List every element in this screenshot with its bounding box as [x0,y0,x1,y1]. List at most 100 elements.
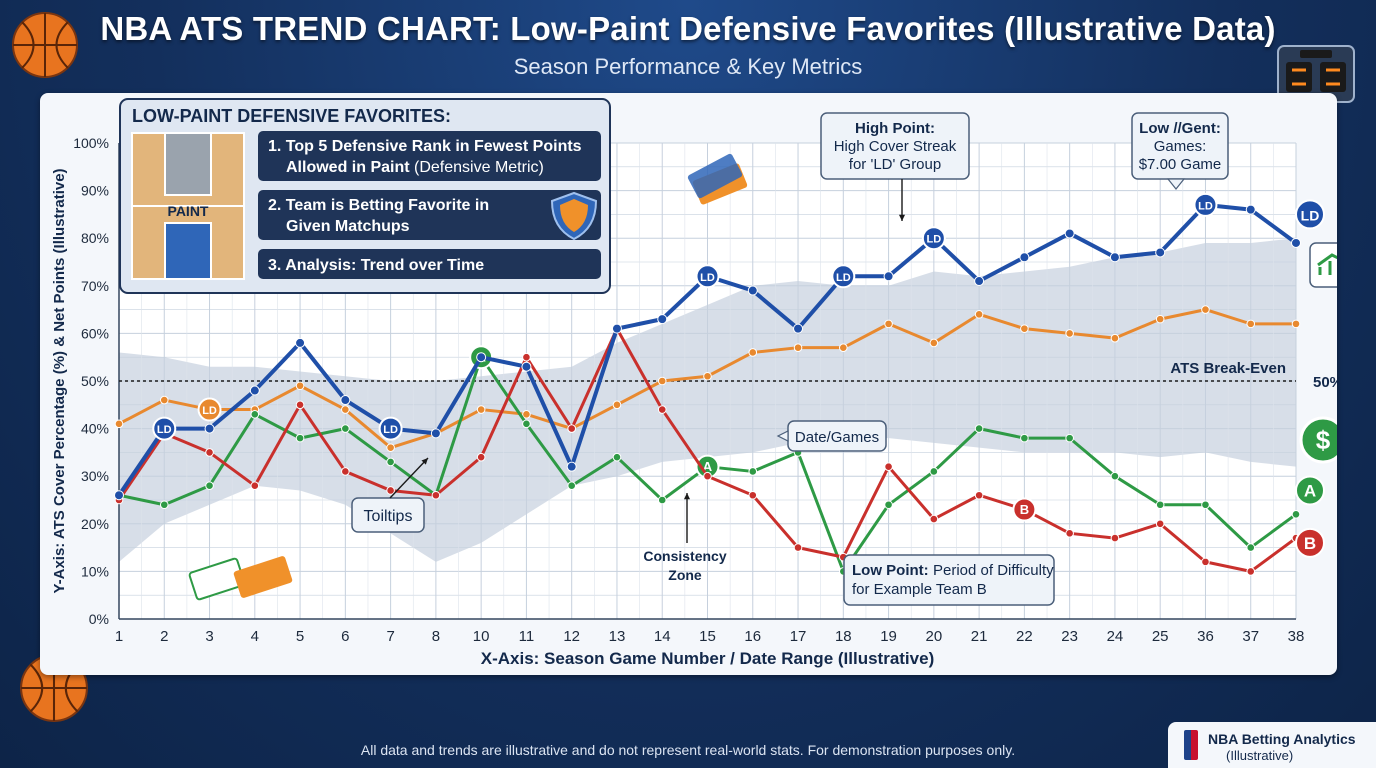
series-point-3 [1201,557,1210,567]
series-badge-1: LD [197,397,222,422]
x-tick-label: 38 [1288,628,1305,645]
series-point-3 [295,400,305,410]
y-tick-label: 80% [81,230,109,246]
consistency-arrow-head [683,493,691,500]
growth-chart-icon-lines [1317,247,1352,275]
high-point-callout [820,112,970,180]
series-point-2 [522,419,531,429]
badge-circle [1012,497,1037,522]
date-games-pointer [776,430,789,442]
criteria-item-1-line1: 1. Top 5 Defensive Rank in Fewest Points [268,138,582,155]
series-point-3 [748,490,758,500]
series-point-0 [611,323,622,334]
series-point-3 [431,490,441,500]
series-point-2 [1110,471,1120,481]
end-badge-circle [1295,527,1325,558]
badge-circle [1193,192,1218,217]
criteria-heading: LOW-PAINT DEFENSIVE FAVORITES: [132,106,451,126]
series-point-1 [1065,329,1074,338]
series-point-1 [612,400,622,410]
y-tick-label: 70% [81,278,109,294]
break-even-percent: 50% [1313,374,1337,391]
x-tick-label: 24 [1107,628,1124,645]
badge-text: LD [202,405,217,417]
series-point-3 [341,467,350,476]
series-point-0 [295,337,306,348]
badge-text: LD [157,424,172,436]
series-point-2 [386,457,395,467]
x-tick-label: 25 [1152,628,1169,645]
growth-chart-icon [1309,242,1357,288]
series-point-1 [1291,319,1301,329]
series-point-3 [1065,529,1074,538]
y-tick-label: 40% [81,421,109,437]
chart-subtitle: Season Performance & Key Metrics [513,54,863,79]
brand-line2: (Illustrative) [1226,748,1294,763]
low-point-callout [843,554,1055,606]
series-point-1 [522,410,531,419]
y-tick-label: 50% [81,373,109,389]
brand-badge: NBA Betting Analytics (Illustrative) [1168,722,1376,768]
badge-text: A [703,459,713,474]
low-gent-pointer [1166,178,1186,190]
series-point-3 [1110,533,1120,543]
x-tick-label: 4 [251,628,259,645]
low-point-title: Low Point: [852,562,929,579]
chart-panel: 0% 10% 20% 30% 40% 50% 60% 70% 80% 90% 100% 1 2 3 4 5 6 7… [40,93,1357,723]
series-badge-0: LD [831,264,856,289]
y-tick-label: 20% [81,516,109,532]
series-point-1 [1110,333,1120,343]
y-tick-label: 0% [89,611,109,627]
series-point-1 [929,338,939,348]
series-point-1 [974,310,984,319]
x-tick-label: 37 [1242,628,1259,645]
low-point-text-2: for Example Team B [852,581,987,598]
x-tick-label: 8 [432,628,440,645]
series-point-2 [1065,433,1074,443]
low-gent-text-2: $7.00 Game [1139,156,1222,173]
series-point-3 [884,462,893,471]
series-point-2 [1155,500,1165,510]
series-badge-0: LD [152,416,177,441]
break-even-label: ATS Break-Even [1170,360,1286,377]
x-tick-label: 5 [296,628,304,645]
x-tick-label: 12 [563,628,580,645]
series-point-0 [1064,228,1075,239]
series-point-0 [521,361,532,372]
series-point-2 [1201,500,1210,510]
criteria-item-bg [258,249,601,279]
series-point-3 [929,514,939,524]
x-tick-label: 21 [971,628,988,645]
series-point-2 [612,452,622,462]
x-tick-label: 7 [386,628,394,645]
x-tick-label: 20 [926,628,943,645]
series-point-3 [205,448,214,457]
series-point-3 [522,352,531,362]
series-point-1 [657,376,667,386]
series-point-3 [1246,567,1256,576]
x-axis-label: X-Axis: Season Game Number / Date Range … [481,649,934,668]
series-point-0 [793,323,804,334]
high-point-title: High Point: [855,120,935,137]
series-point-0 [566,461,577,472]
series-point-0 [430,428,441,439]
y-tick-label: 10% [81,563,109,579]
criteria-item-1-line2: Allowed in Paint (Defensive Metric) [286,159,544,176]
badge-circle [831,264,856,289]
x-tick-label: 2 [160,628,168,645]
chart-title: NBA ATS TREND CHART: Low-Paint Defensive… [100,10,1276,47]
series-point-2 [295,433,305,443]
series-point-1 [793,343,803,352]
y-tick-label: 100% [73,135,109,151]
series-badge-3: B [1012,497,1037,522]
series-point-3 [657,405,667,414]
series-point-3 [1155,519,1165,529]
low-gent-title: Low //Gent: [1139,120,1221,137]
badge-circle [921,226,946,251]
series-point-1 [159,395,169,405]
brand-line1: NBA Betting Analytics [1208,731,1356,747]
y-tick-label: 60% [81,325,109,341]
series-badge-0: LD [1193,192,1218,217]
series-point-0 [974,276,985,287]
court-paint-label: PAINT [168,203,209,219]
